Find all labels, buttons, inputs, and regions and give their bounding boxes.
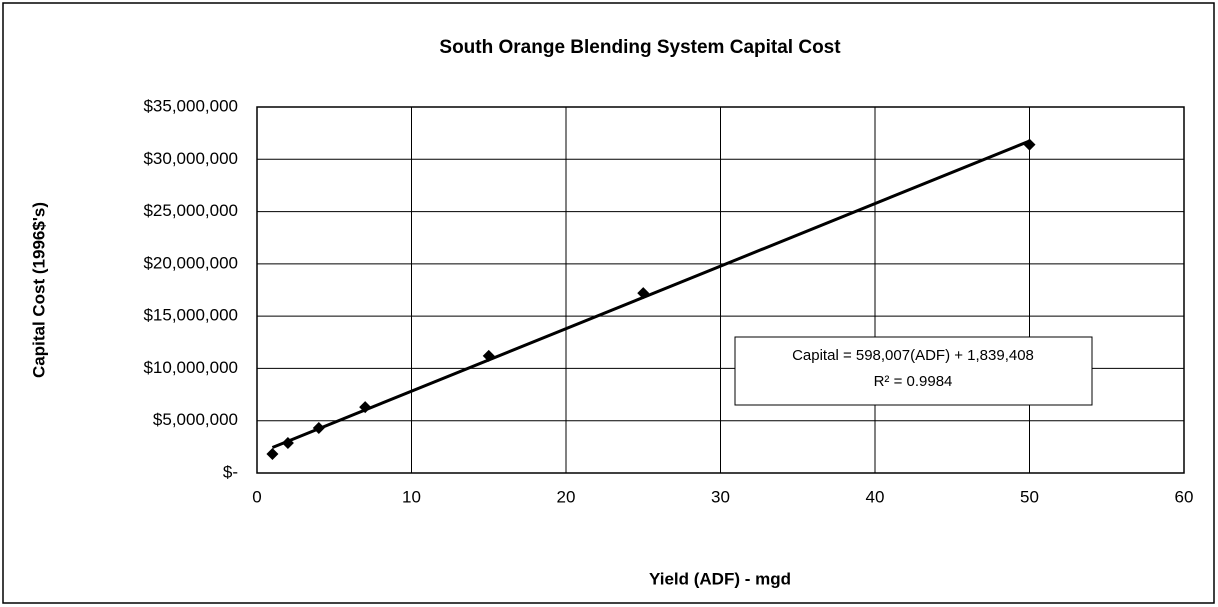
y-tick-label: $15,000,000 <box>143 306 238 325</box>
y-tick-label: $5,000,000 <box>153 410 238 429</box>
annotation-box <box>734 336 1093 406</box>
x-tick-label: 10 <box>402 487 421 506</box>
y-tick-label: $25,000,000 <box>143 201 238 220</box>
y-axis-title: Capital Cost (1996$'s) <box>29 202 48 378</box>
data-point <box>359 401 372 414</box>
annotation: Capital = 598,007(ADF) + 1,839,408 <box>792 347 1034 364</box>
x-tick-label: 50 <box>1020 487 1039 506</box>
y-tick-label: $30,000,000 <box>143 149 238 168</box>
y-tick-label: $35,000,000 <box>143 96 238 115</box>
y-tick-label: $10,000,000 <box>143 358 238 377</box>
x-tick-label: 20 <box>557 487 576 506</box>
data-point <box>312 422 325 435</box>
y-tick-label: $- <box>223 462 238 481</box>
x-tick-label: 30 <box>711 487 730 506</box>
x-axis-title: Yield (ADF) - mgd <box>649 569 791 588</box>
y-tick-label: $20,000,000 <box>143 253 238 272</box>
data-point <box>266 447 279 460</box>
plot-area <box>256 106 1185 474</box>
x-tick-label: 0 <box>252 487 261 506</box>
data-point <box>281 436 294 449</box>
data-point <box>1023 138 1036 151</box>
x-tick-label: 60 <box>1175 487 1194 506</box>
annotation: R² = 0.9984 <box>874 373 953 390</box>
data-point <box>637 287 650 300</box>
x-tick-label: 40 <box>866 487 885 506</box>
chart-title: South Orange Blending System Capital Cos… <box>439 37 841 58</box>
trendline <box>271 139 1031 449</box>
data-point <box>482 349 495 362</box>
